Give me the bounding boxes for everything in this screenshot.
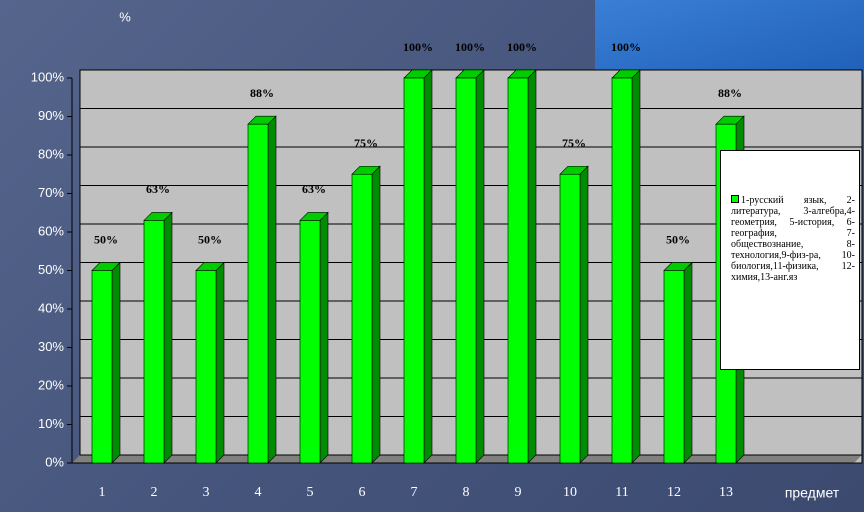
y-tick-label: 80% [38, 146, 64, 161]
x-tick-label: 1 [99, 485, 106, 500]
bar [403, 77, 425, 464]
bar-side [423, 69, 433, 464]
legend-label: 1-русский язык, 2-литература, 3-алгебра,… [731, 195, 855, 283]
value-label: 75% [562, 136, 586, 150]
x-tick-label: 6 [359, 485, 366, 500]
y-axis-label: % [119, 9, 131, 24]
bar [247, 123, 269, 464]
x-tick-label: 3 [203, 485, 210, 500]
bar [195, 270, 217, 464]
x-tick-label: 9 [515, 485, 522, 500]
bar-side [215, 261, 225, 464]
y-tick-label: 10% [38, 416, 64, 431]
bar [91, 270, 113, 464]
legend-swatch [731, 195, 739, 203]
bar-side [579, 165, 589, 464]
bar-side [267, 115, 277, 464]
bar-side [319, 211, 329, 464]
bar [507, 77, 529, 464]
bar-side [163, 211, 173, 464]
bar [143, 220, 165, 464]
bar-side [475, 69, 485, 464]
value-label: 50% [94, 232, 118, 246]
value-label: 100% [507, 40, 537, 54]
x-tick-label: 10 [563, 485, 577, 500]
bar [663, 270, 685, 464]
bar-side [631, 69, 641, 464]
x-tick-label: 2 [151, 485, 158, 500]
x-tick-label: 13 [719, 485, 733, 500]
decoration [595, 0, 864, 78]
y-tick-label: 20% [38, 377, 64, 392]
bar [299, 220, 321, 464]
y-tick-label: 100% [31, 69, 65, 84]
x-tick-label: 5 [307, 485, 314, 500]
y-tick-label: 0% [45, 454, 64, 469]
bar [559, 173, 581, 464]
bar [455, 77, 477, 464]
value-label: 88% [250, 86, 274, 100]
y-tick-label: 70% [38, 185, 64, 200]
bar [351, 173, 373, 464]
value-label: 88% [718, 86, 742, 100]
x-tick-label: 4 [255, 485, 262, 500]
y-tick-label: 30% [38, 339, 64, 354]
bar-side [371, 165, 381, 464]
value-label: 50% [666, 232, 690, 246]
value-label: 75% [354, 136, 378, 150]
value-label: 100% [611, 40, 641, 54]
y-tick-label: 40% [38, 300, 64, 315]
value-label: 63% [146, 182, 170, 196]
x-tick-label: 8 [463, 485, 470, 500]
y-tick-label: 60% [38, 223, 64, 238]
bar-side [111, 261, 121, 464]
x-tick-label: 12 [667, 485, 681, 500]
x-axis-label: предмет [785, 485, 840, 501]
x-tick-label: 11 [615, 485, 628, 500]
x-tick-label: 7 [411, 485, 418, 500]
bar-side [683, 261, 693, 464]
bar [611, 77, 633, 464]
value-label: 50% [198, 232, 222, 246]
y-tick-label: 90% [38, 108, 64, 123]
value-label: 100% [403, 40, 433, 54]
value-label: 100% [455, 40, 485, 54]
y-tick-label: 50% [38, 262, 64, 277]
legend: 1-русский язык, 2-литература, 3-алгебра,… [720, 150, 860, 370]
bar-side [527, 69, 537, 464]
value-label: 63% [302, 182, 326, 196]
